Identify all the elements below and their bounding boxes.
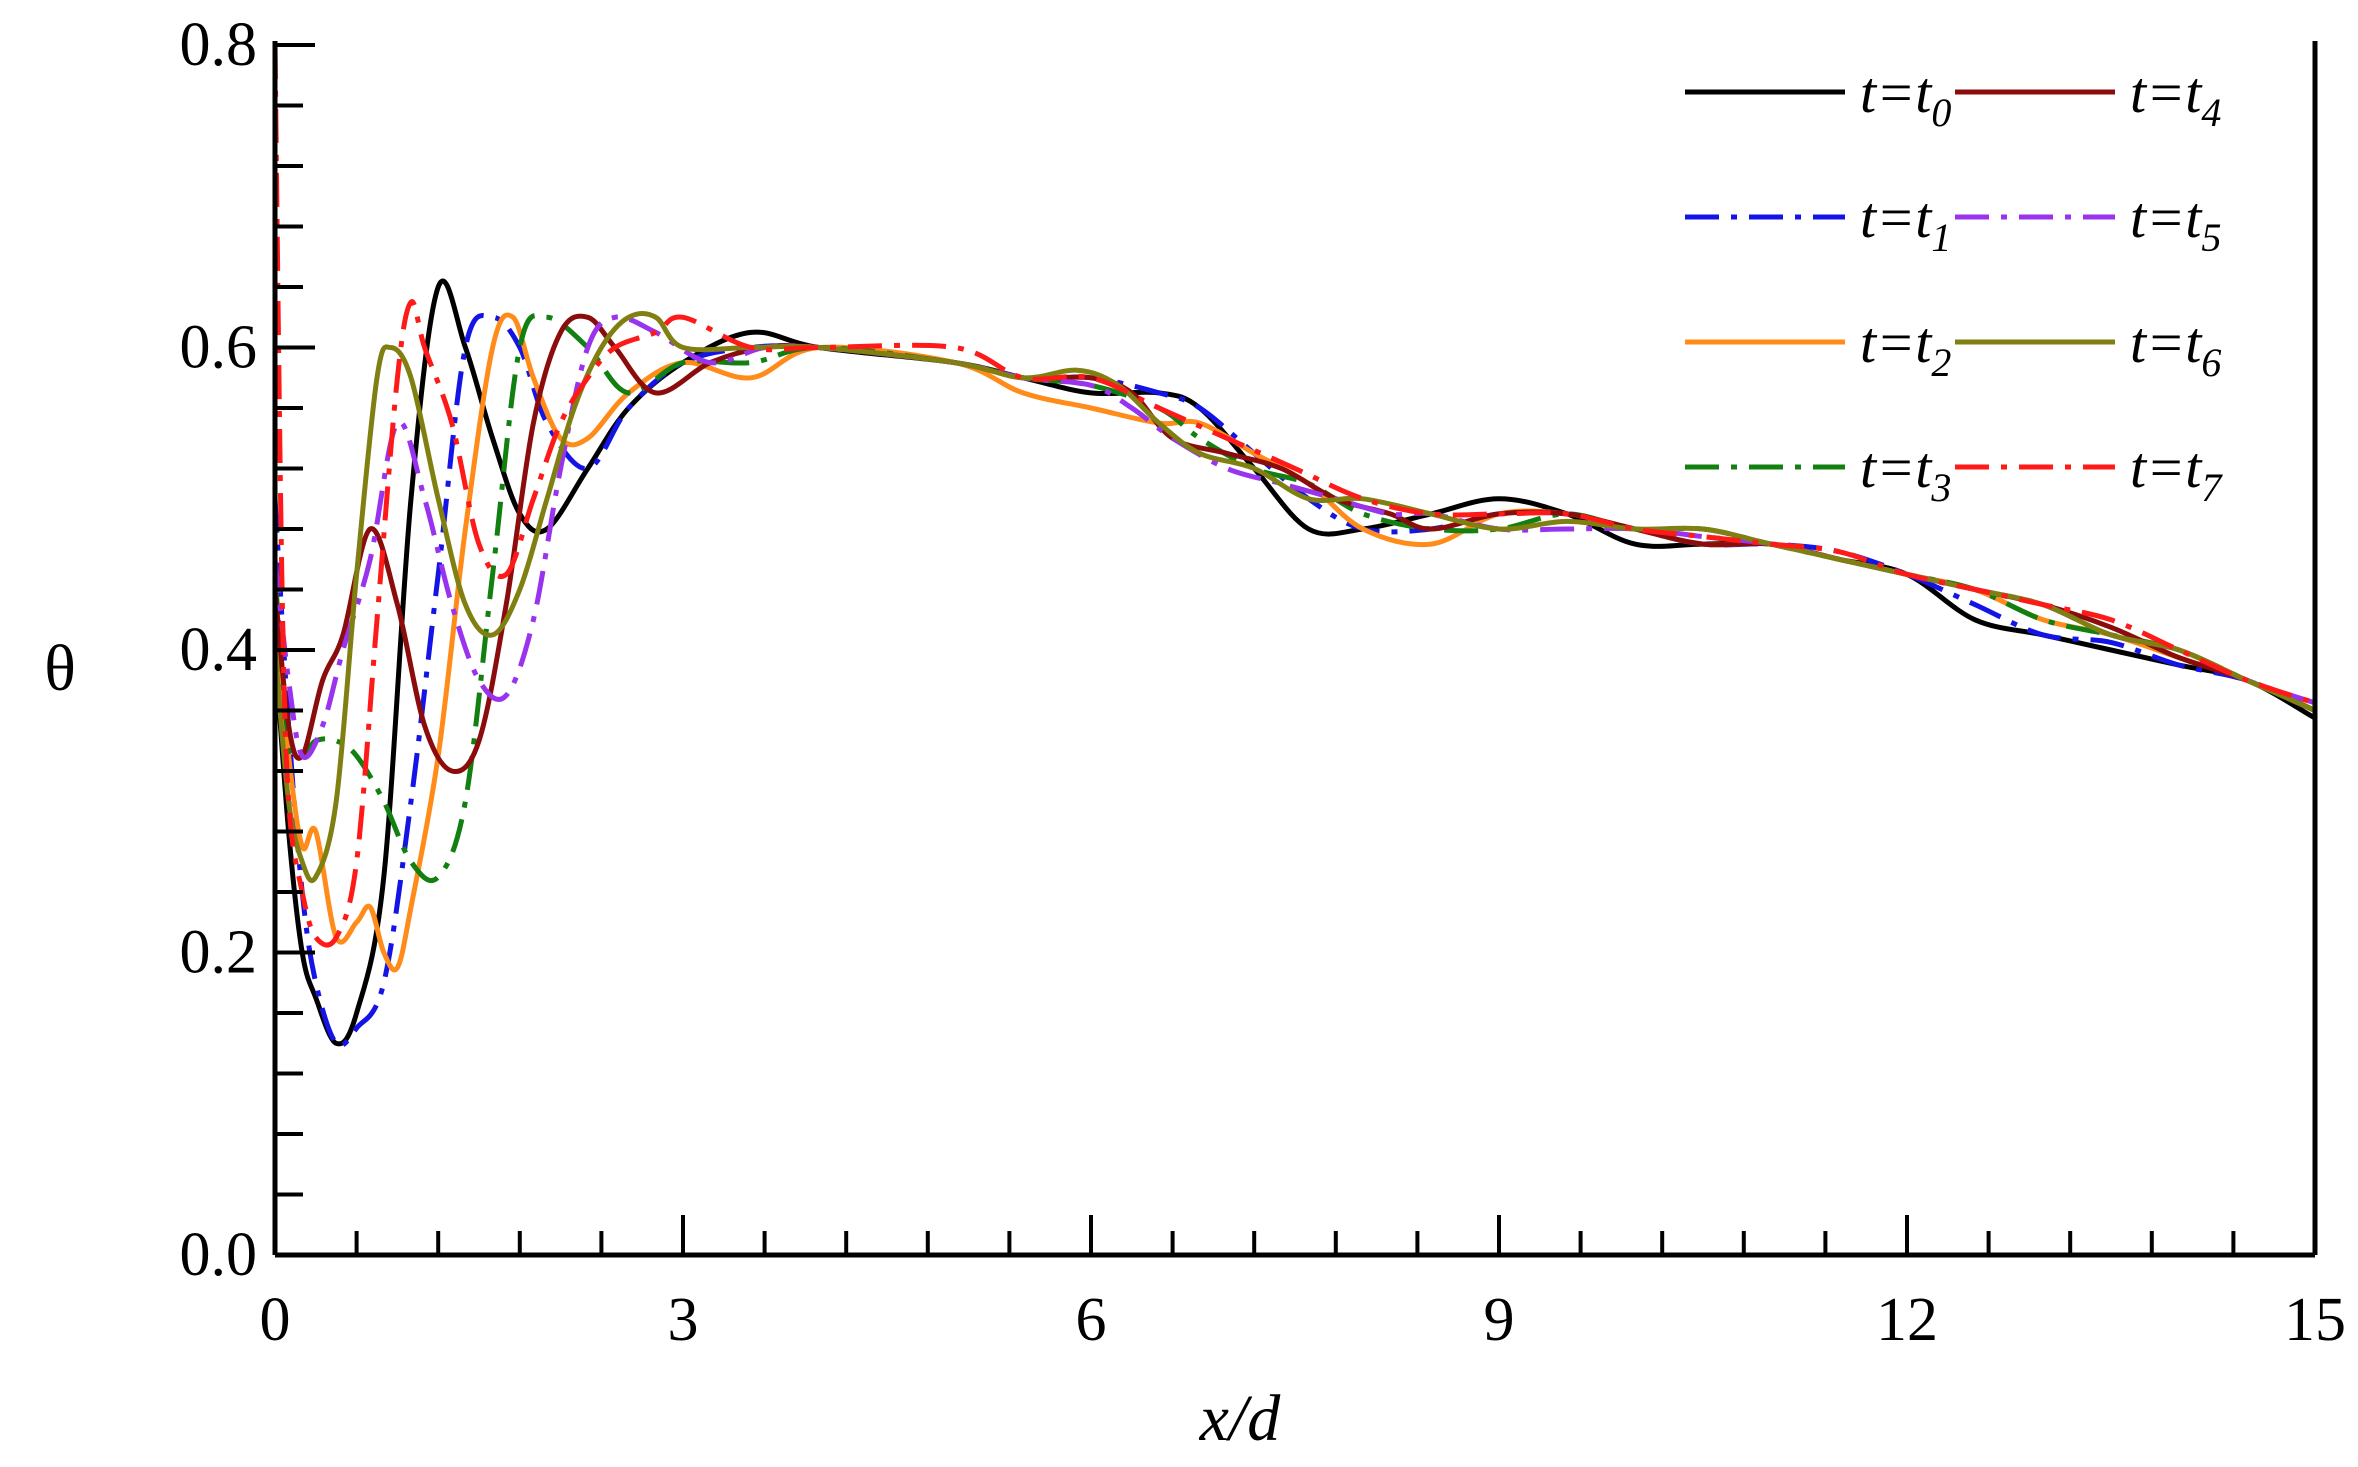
series-line-2 <box>275 312 2315 973</box>
x-tick-label: 12 <box>1876 1286 1938 1354</box>
legend-label: t=t1 <box>1860 185 1951 260</box>
legend-label: t=t3 <box>1860 435 1951 510</box>
legend-item-2: t=t2 <box>1685 310 1951 385</box>
legend-item-4: t=t4 <box>1955 60 2221 135</box>
legend-item-0: t=t0 <box>1685 60 1951 135</box>
y-tick-label: 0.0 <box>180 1221 258 1289</box>
legend-label: t=t4 <box>2130 60 2221 135</box>
x-tick-label: 9 <box>1484 1286 1515 1354</box>
legend-item-1: t=t1 <box>1685 185 1951 260</box>
x-tick-label: 0 <box>260 1286 291 1354</box>
legend-item-5: t=t5 <box>1955 185 2221 260</box>
plot-lines <box>275 45 2315 1048</box>
series-line-1 <box>275 313 2315 1048</box>
legend: t=t0 t=t1 t=t2 t=t3 t=t4 t=t5 t=t6 t=t7 <box>1685 60 2223 510</box>
legend-label: t=t2 <box>1860 310 1951 385</box>
legend-item-6: t=t6 <box>1955 310 2221 385</box>
y-axis-label: θ <box>44 632 76 705</box>
series-line-6 <box>275 310 2315 884</box>
y-tick-label: 0.8 <box>180 11 258 79</box>
y-tick-label: 0.6 <box>180 314 258 382</box>
x-tick-label: 3 <box>668 1286 699 1354</box>
y-tick-label: 0.2 <box>180 919 258 987</box>
y-tick-label: 0.4 <box>180 616 258 684</box>
series-line-7 <box>275 45 2315 948</box>
legend-label: t=t6 <box>2130 310 2221 385</box>
x-tick-label: 15 <box>2284 1286 2346 1354</box>
ticks <box>273 43 2317 1257</box>
axes <box>272 41 2318 1258</box>
legend-item-3: t=t3 <box>1685 435 1951 510</box>
series-line-5 <box>275 314 2315 760</box>
legend-label: t=t0 <box>1860 60 1951 135</box>
legend-item-7: t=t7 <box>1955 435 2223 510</box>
tick-labels: 0 3 6 9 12 15 0.0 0.2 0.4 0.6 0.8 <box>180 11 2347 1354</box>
legend-label: t=t7 <box>2130 435 2223 510</box>
x-axis-label: x/d <box>1199 1382 1282 1455</box>
legend-label: t=t5 <box>2130 185 2221 260</box>
x-tick-label: 6 <box>1076 1286 1107 1354</box>
